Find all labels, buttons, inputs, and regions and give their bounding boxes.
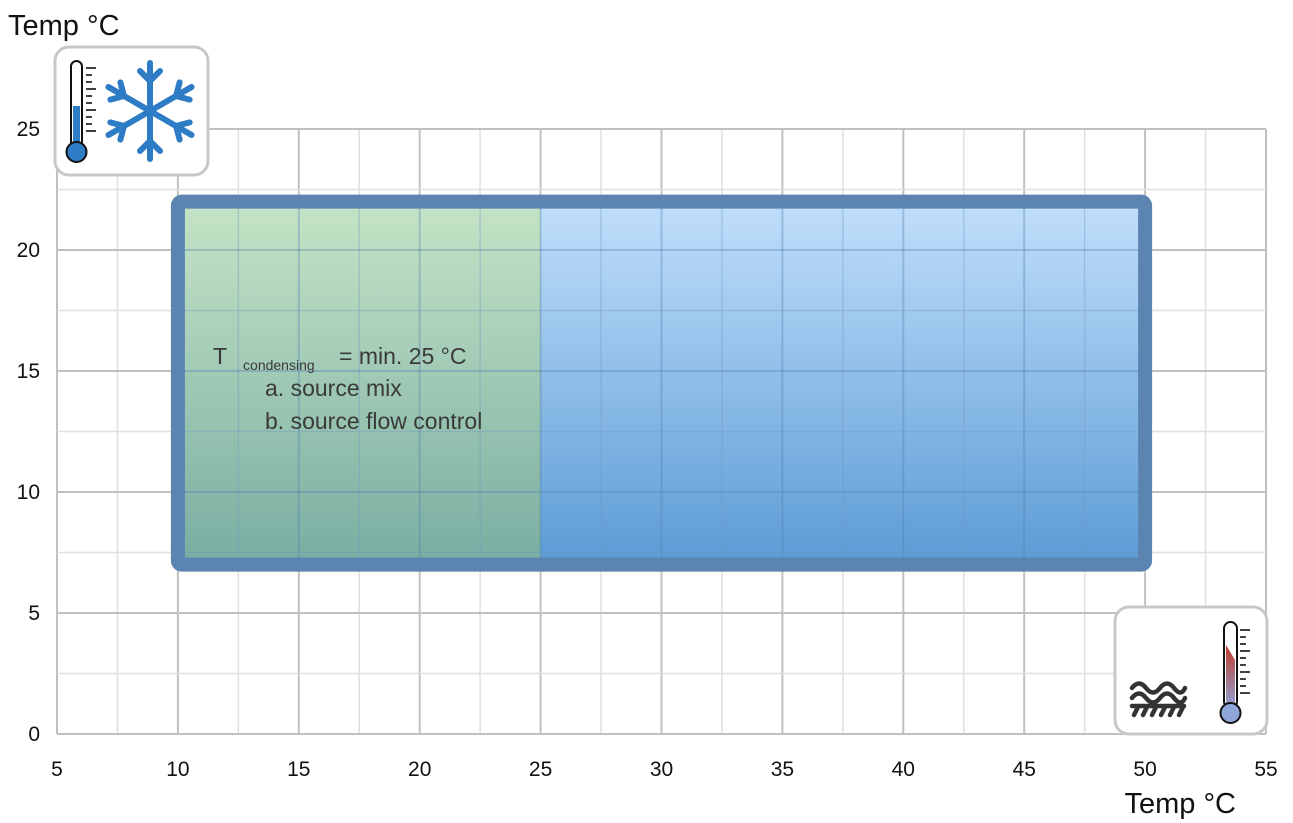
x-tick-label: 5 <box>51 758 63 781</box>
y-tick-label: 10 <box>17 481 40 504</box>
annotation-line-b: b. source flow control <box>265 408 482 434</box>
thermometer-warm-icon <box>1219 621 1250 724</box>
x-tick-label: 25 <box>529 758 552 781</box>
x-tick-label: 45 <box>1013 758 1036 781</box>
annotation-rest: = min. 25 °C <box>339 343 466 369</box>
x-tick-label: 35 <box>771 758 794 781</box>
x-tick-label: 30 <box>650 758 673 781</box>
operating-envelope-border <box>170 194 1153 572</box>
x-tick-label: 50 <box>1133 758 1156 781</box>
y-tick-label: 20 <box>17 239 40 262</box>
x-axis-title: Temp °C <box>1124 788 1236 820</box>
y-tick-label: 5 <box>28 602 40 625</box>
y-tick-label: 0 <box>28 723 40 746</box>
y-axis-title: Temp °C <box>8 10 120 42</box>
annotation-main: T <box>213 343 227 369</box>
heating-thermometer-icon <box>1113 605 1269 736</box>
x-tick-label: 40 <box>892 758 915 781</box>
region-grid-overlay <box>177 201 1146 565</box>
x-tick-label: 15 <box>287 758 310 781</box>
x-tick-label: 20 <box>408 758 431 781</box>
regions <box>170 194 1153 572</box>
thermometer-icon <box>65 60 96 163</box>
cold-thermometer-snowflake-icon <box>53 45 210 177</box>
y-tick-label: 25 <box>17 118 40 141</box>
annotation-line-a: a. source mix <box>265 375 402 401</box>
floor-heating-icon <box>1129 681 1188 718</box>
annotation-subscript: condensing <box>243 357 315 373</box>
y-tick-label: 15 <box>17 360 40 383</box>
condensing-limit-region <box>177 201 541 565</box>
x-tick-label: 10 <box>166 758 189 781</box>
x-tick-label: 55 <box>1254 758 1277 781</box>
svg-text:T condensing = min: T condensing = min. 25 °C <box>213 343 467 375</box>
condensing-annotation: T condensing = min. 25 °C a. source mix … <box>213 343 482 434</box>
snowflake-icon <box>105 60 195 162</box>
